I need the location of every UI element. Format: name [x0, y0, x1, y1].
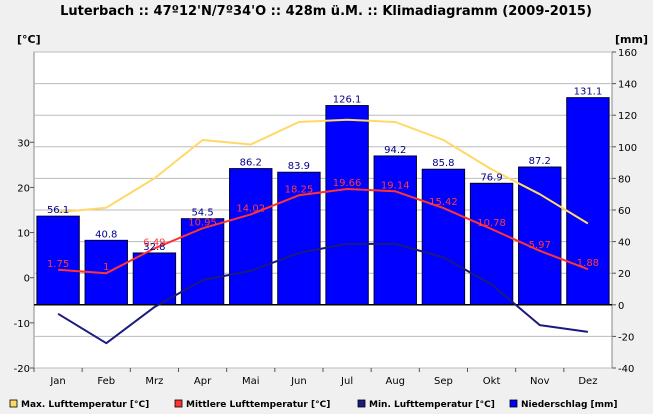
right-axis-unit: [mm]: [615, 33, 648, 46]
series-line-3: [57, 242, 589, 345]
precip-bar: [518, 166, 562, 306]
x-tick-label: Mrz: [145, 376, 163, 387]
left-tick-label: 20: [17, 183, 30, 194]
x-tick-label: Nov: [530, 376, 550, 387]
series-line-1: [58, 118, 589, 225]
right-tick-label: 0: [618, 301, 624, 312]
left-axis-unit: [°C]: [17, 33, 41, 46]
mean-temp-label: 19.66: [333, 178, 362, 189]
mean-temp-label: 1.75: [47, 259, 69, 270]
legend-swatch: [174, 399, 183, 408]
x-tick-label: Jul: [340, 376, 353, 387]
precip-value-label: 86.2: [240, 158, 262, 169]
mean-temp-label: 5.97: [529, 240, 551, 251]
left-tick-label: 30: [17, 138, 30, 149]
x-tick-label: Jun: [290, 376, 307, 387]
mean-temp-label: 15.42: [429, 197, 458, 208]
legend: Max. Lufttemperatur [°C] Mittlere Lufttem…: [0, 394, 653, 414]
legend-label: Max. Lufttemperatur [°C]: [21, 400, 149, 410]
legend-label: Niederschlag [mm]: [521, 400, 618, 410]
legend-swatch: [9, 399, 18, 408]
right-tick-label: 100: [618, 143, 637, 154]
mean-temp-label: 19.14: [381, 180, 410, 191]
left-tick-label: 0: [24, 274, 30, 285]
x-tick-label: Mai: [242, 376, 260, 387]
precip-value-label: 76.9: [480, 172, 502, 183]
precip-value-label: 94.2: [384, 145, 406, 156]
precip-value-label: 85.8: [432, 158, 454, 169]
precip-bar: [421, 168, 466, 306]
precip-value-label: 83.9: [288, 161, 310, 172]
x-tick-label: Dez: [578, 376, 597, 387]
legend-background: [0, 394, 653, 414]
precip-value-label: 87.2: [529, 156, 551, 167]
precip-value-label: 56.1: [47, 205, 69, 216]
legend-label: Min. Lufttemperatur [°C]: [369, 400, 495, 410]
chart-title: Luterbach :: 47º12'N/7º34'O :: 428m ü.M.…: [60, 4, 592, 19]
precip-value-label: 131.1: [574, 87, 603, 98]
right-tick-label: 80: [618, 174, 631, 185]
right-tick-label: 60: [618, 206, 631, 217]
mean-temp-label: 1.88: [577, 258, 599, 269]
precip-bar: [132, 252, 177, 306]
mean-temp-label: 14.02: [236, 203, 265, 214]
series-line-2: [58, 188, 589, 275]
left-tick-label: -10: [14, 319, 30, 330]
mean-temp-label: 18.25: [285, 184, 314, 195]
precip-value-label: 32.8: [143, 242, 165, 253]
right-tick-label: 40: [618, 238, 631, 249]
mean-temp-label: 6.49: [143, 237, 165, 248]
plot-area: -20 -10 0 10 20 30 -40 -20 0 20 40 60 80 100 120 140 160…: [14, 48, 637, 387]
x-tick-label: Sep: [434, 376, 453, 387]
x-tick-label: Aug: [385, 376, 405, 387]
precip-bar: [229, 168, 273, 306]
legend-swatch: [357, 399, 366, 408]
x-tick-label: Jan: [49, 376, 65, 387]
legend-swatch: [509, 399, 518, 408]
right-tick-label: 160: [618, 48, 637, 59]
precip-value-label: 40.8: [95, 229, 117, 240]
right-tick-label: 120: [618, 111, 637, 122]
precip-bar: [180, 218, 225, 306]
left-tick-label: 10: [17, 229, 30, 240]
x-tick-label: Feb: [97, 376, 115, 387]
right-tick-label: -40: [618, 364, 634, 375]
x-tick-label: Apr: [194, 376, 212, 387]
right-tick-label: 140: [618, 80, 637, 91]
precip-bar: [373, 155, 417, 306]
precip-value-label: 126.1: [333, 95, 362, 106]
x-tick-label: Okt: [483, 376, 501, 387]
precip-bar: [325, 105, 369, 306]
right-tick-label: 20: [618, 269, 631, 280]
mean-temp-label: 1: [103, 262, 109, 273]
legend-label: Mittlere Lufttemperatur [°C]: [186, 400, 330, 410]
precip-bar: [469, 182, 514, 306]
left-tick-label: -20: [14, 364, 30, 375]
mean-temp-label: 10.78: [477, 218, 506, 229]
right-tick-label: -20: [618, 332, 634, 343]
precip-bar: [566, 97, 610, 306]
precip-value-label: 54.5: [191, 208, 213, 219]
mean-temp-label: 10.95: [188, 217, 217, 228]
